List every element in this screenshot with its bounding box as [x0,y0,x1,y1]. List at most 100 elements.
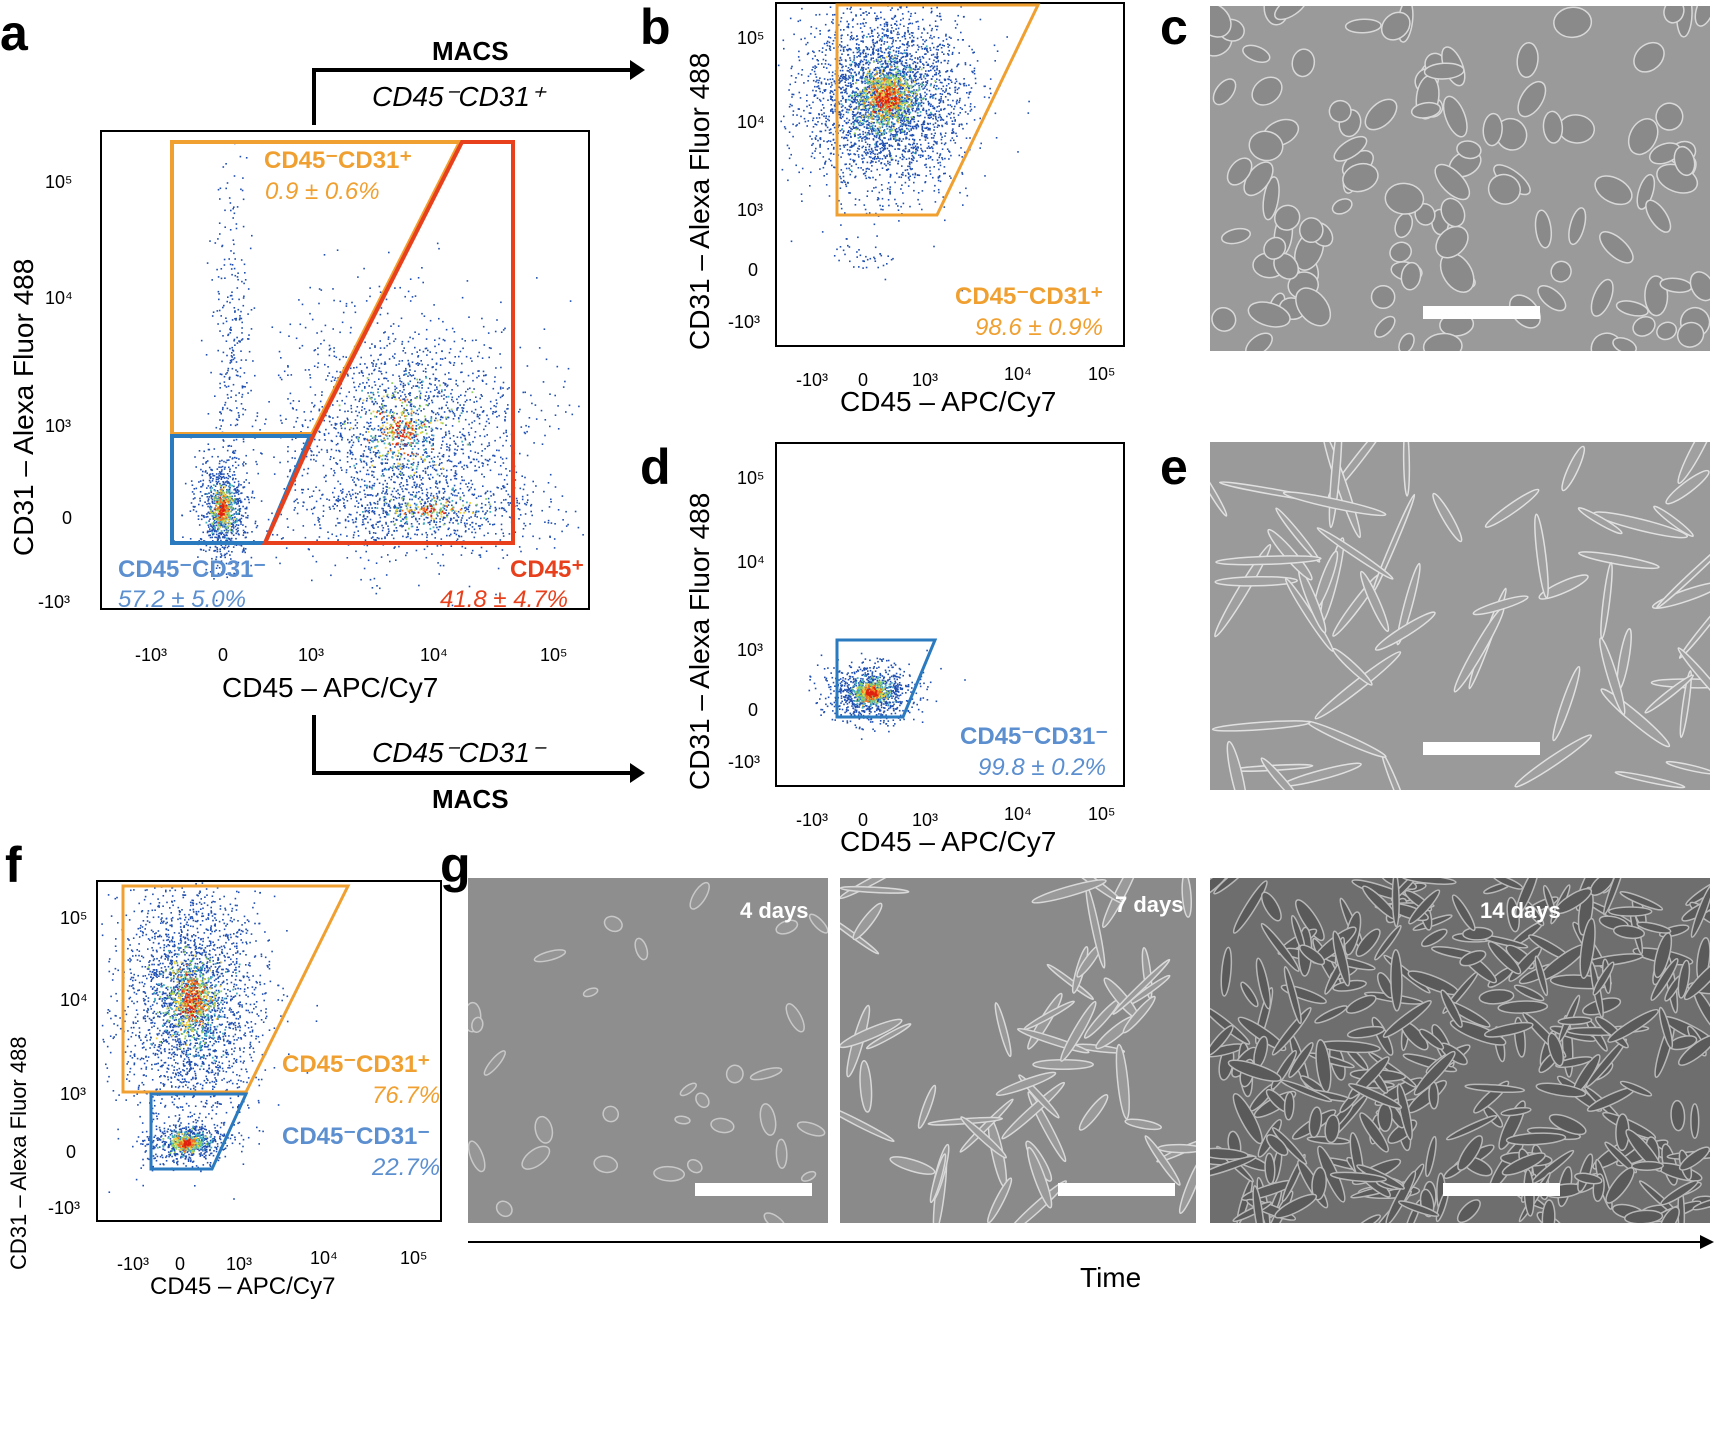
panel-b-xtick: 10⁵ [1088,364,1116,384]
panel-b-ytick: 0 [748,260,759,280]
panel-b-xtick: -10³ [796,370,829,390]
panel-a-xtick: 10⁴ [420,645,448,665]
panel-f-ytick: 10³ [60,1084,87,1104]
micrograph-g-7days: 7 days [840,878,1196,1223]
gate-orange-b [835,3,1041,217]
gate-a-cd45pos-value: 41.8 ± 4.7% [440,586,568,613]
panel-f-ytick: 0 [66,1142,77,1162]
panel-d-xtick: 0 [858,810,869,830]
panel-a-ytick: 0 [62,508,73,528]
panel-a-scatter [173,142,584,607]
panel-b-xtick: 10⁴ [1004,364,1032,384]
panel-f-ytick: -10³ [48,1198,81,1218]
panel-a-xtick: 10⁵ [540,645,568,665]
gate-blue-d [835,638,938,719]
time-arrow [468,1235,1714,1249]
day-label-7: 7 days [1115,892,1184,917]
panel-d-ytick: 10³ [737,640,764,660]
time-axis-label: Time [1080,1262,1142,1293]
gate-orange-f [121,884,351,1094]
cell-texture-g2 [840,878,1196,1223]
gate-a-cd31pos-value: 0.9 ± 0.6% [265,178,380,205]
panel-d-y-axis-title: CD31 – Alexa Fluor 488 [684,492,715,790]
gate-a-cd31pos-label: CD45⁻CD31⁺ [264,147,413,174]
panel-d-ytick: -10³ [728,752,761,772]
scale-bar-g2 [1058,1183,1175,1196]
scale-bar-g3 [1443,1183,1560,1196]
panel-f-xtick: 10⁵ [400,1248,428,1268]
scale-bar-c [1423,306,1540,319]
panel-letter-f: f [5,837,22,893]
panel-f-xtick: -10³ [117,1254,150,1274]
panel-b-ytick: 10⁵ [737,28,765,48]
panel-b-ytick: 10⁴ [737,112,765,132]
gate-f-neg-value: 22.7% [372,1154,441,1181]
cell-texture-g1 [468,881,828,1223]
day-label-14: 14 days [1480,898,1561,923]
panel-d-x-axis-title: CD45 – APC/Cy7 [840,826,1057,857]
panel-a-xtick: -10³ [135,645,168,665]
panel-b-xtick: 0 [858,370,869,390]
arrow-bottom-population: CD45⁻CD31⁻ [372,737,545,768]
panel-f-xtick: 10³ [226,1254,253,1274]
panel-letter-c: c [1160,0,1188,55]
panel-b-x-axis-title: CD45 – APC/Cy7 [840,386,1057,417]
panel-f-xtick: 0 [175,1254,186,1274]
panel-a-xtick: 10³ [298,645,325,665]
panel-letter-b: b [640,0,671,55]
gate-b-label: CD45⁻CD31⁺ [955,283,1104,310]
gate-f-neg-label: CD45⁻CD31⁻ [282,1123,431,1150]
panel-b-scatter [777,4,1030,292]
day-label-4: 4 days [740,898,809,923]
panel-d-gates [835,638,938,719]
gate-f-pos-value: 76.7% [372,1082,441,1109]
panel-a-ytick: -10³ [38,592,71,612]
gate-a-neg-value: 57.2 ± 5.0% [118,586,246,613]
arrow-bottom [312,715,645,783]
arrow-top [312,60,645,125]
gate-d-value: 99.8 ± 0.2% [978,754,1106,781]
micrograph-g-14days: 14 days [1210,878,1710,1223]
panel-b-ytick: -10³ [728,312,761,332]
gate-red-a [261,140,515,545]
panel-d-scatter [808,649,966,740]
panel-letter-g: g [440,837,471,893]
panel-a-ytick: 10³ [45,416,72,436]
panel-b-plot-area [775,2,1125,347]
panel-d-xtick: 10⁴ [1004,804,1032,824]
scale-bar-g1 [695,1183,812,1196]
micrograph-g-4days: 4 days [468,878,828,1223]
panel-f-ytick: 10⁴ [60,990,88,1010]
panel-b-y-axis-title: CD31 – Alexa Fluor 488 [684,52,715,350]
panel-letter-d: d [640,439,671,495]
panel-letter-a: a [0,5,28,61]
gate-b-value: 98.6 ± 0.9% [975,314,1103,341]
panel-a-y-axis-title: CD31 – Alexa Fluor 488 [8,258,39,556]
gate-d-label: CD45⁻CD31⁻ [960,723,1109,750]
panel-b-gates [835,3,1041,217]
panel-a-x-axis-title: CD45 – APC/Cy7 [222,672,439,703]
panel-d-xtick: 10³ [912,810,939,830]
panel-b-xtick: 10³ [912,370,939,390]
arrow-bottom-macs: MACS [432,784,509,814]
panel-f-gates [121,884,351,1171]
panel-f-ytick: 10⁵ [60,908,88,928]
panel-d-plot-area [775,442,1125,787]
panel-letter-e: e [1160,439,1188,495]
panel-f-xtick: 10⁴ [310,1248,338,1268]
gate-f-pos-label: CD45⁻CD31⁺ [282,1051,431,1078]
panel-d-ytick: 10⁴ [737,552,765,572]
cell-texture-e [1210,442,1710,790]
micrograph-c [1210,6,1710,351]
arrow-top-population: CD45⁻CD31⁺ [372,81,545,112]
scale-bar-e [1423,742,1540,755]
panel-a-ytick: 10⁴ [45,288,73,308]
panel-f-scatter [101,882,318,1200]
panel-a-xtick: 0 [218,645,229,665]
panel-b-ytick: 10³ [737,200,764,220]
cell-texture-g3 [1210,878,1710,1223]
panel-d-ytick: 10⁵ [737,468,765,488]
panel-a-gates [170,140,515,545]
cell-texture-c [1210,6,1710,351]
panel-f-y-axis-title: CD31 – Alexa Fluor 488 [6,1036,31,1270]
